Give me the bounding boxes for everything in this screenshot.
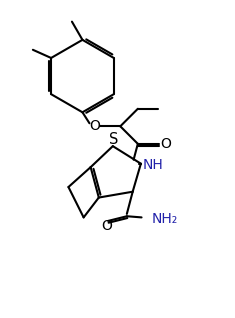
Text: O: O xyxy=(161,137,171,151)
Text: NH: NH xyxy=(142,158,163,172)
Text: O: O xyxy=(89,119,100,133)
Text: NH₂: NH₂ xyxy=(151,211,178,225)
Text: O: O xyxy=(102,219,112,233)
Text: S: S xyxy=(109,132,118,147)
